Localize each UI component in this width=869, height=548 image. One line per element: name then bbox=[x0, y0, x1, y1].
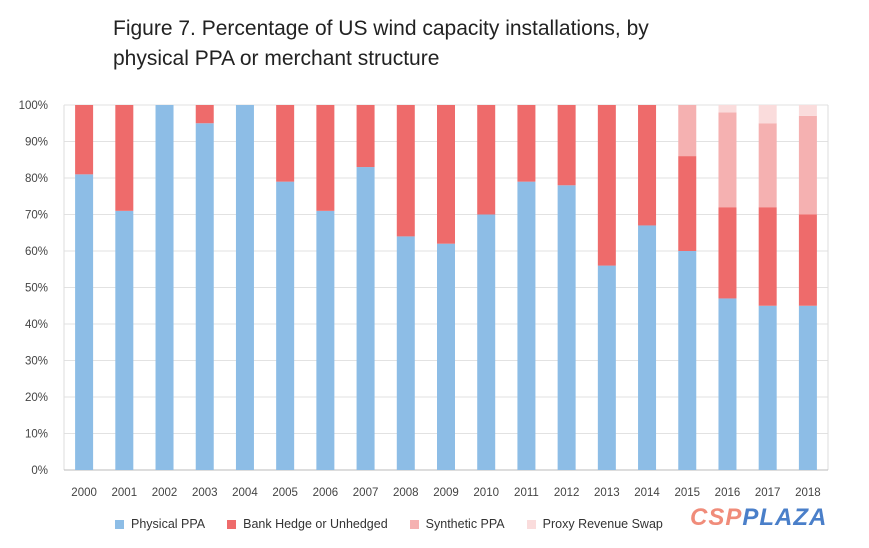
legend-item: Proxy Revenue Swap bbox=[526, 517, 663, 531]
bar-proxy-revenue-swap-2017 bbox=[758, 105, 777, 124]
bar-bank-hedge-or-unhedged-2007 bbox=[356, 105, 375, 168]
bar-bank-hedge-or-unhedged-2003 bbox=[195, 105, 214, 124]
y-tick-label: 10% bbox=[25, 429, 48, 441]
bar-physical-ppa-2016 bbox=[718, 298, 737, 470]
bar-proxy-revenue-swap-2016 bbox=[718, 105, 737, 113]
bar-physical-ppa-2012 bbox=[557, 185, 576, 471]
y-tick-label: 100% bbox=[19, 100, 48, 112]
bar-bank-hedge-or-unhedged-2005 bbox=[276, 105, 295, 182]
legend-label: Proxy Revenue Swap bbox=[542, 517, 663, 531]
bar-bank-hedge-or-unhedged-2009 bbox=[437, 105, 455, 244]
bar-synthetic-ppa-2016 bbox=[718, 112, 737, 208]
bar-bank-hedge-or-unhedged-2015 bbox=[678, 156, 697, 251]
bar-physical-ppa-2000 bbox=[75, 174, 94, 470]
legend-swatch bbox=[409, 519, 419, 529]
bar-physical-ppa-2001 bbox=[115, 210, 134, 470]
chart-title-line-1: Figure 7. Percentage of US wind capacity… bbox=[113, 17, 649, 40]
chart-legend: Physical PPA Bank Hedge or Unhedged Synthe… bbox=[115, 514, 685, 534]
bar-bank-hedge-or-unhedged-2014 bbox=[638, 105, 657, 226]
bar-physical-ppa-2014 bbox=[638, 225, 657, 470]
bar-physical-ppa-2002 bbox=[155, 105, 174, 470]
x-tick-label: 2017 bbox=[755, 487, 781, 499]
x-tick-label: 2011 bbox=[514, 487, 539, 499]
watermark-part-1: CSP bbox=[690, 504, 743, 531]
bar-physical-ppa-2015 bbox=[678, 251, 697, 470]
x-tick-label: 2009 bbox=[433, 487, 459, 499]
legend-swatch bbox=[526, 519, 536, 529]
x-tick-label: 2018 bbox=[795, 487, 821, 499]
bar-bank-hedge-or-unhedged-2000 bbox=[75, 105, 94, 175]
y-tick-label: 40% bbox=[25, 319, 48, 331]
legend-item: Physical PPA bbox=[115, 517, 205, 531]
x-tick-label: 2008 bbox=[393, 487, 419, 499]
x-tick-label: 2000 bbox=[71, 487, 97, 499]
legend-item: Bank Hedge or Unhedged bbox=[227, 517, 388, 531]
legend-label: Physical PPA bbox=[131, 517, 206, 531]
x-tick-label: 2015 bbox=[674, 487, 700, 499]
bar-physical-ppa-2003 bbox=[195, 123, 214, 470]
y-tick-label: 50% bbox=[25, 283, 48, 295]
legend-label: Bank Hedge or Unhedged bbox=[243, 517, 388, 531]
legend-label: Synthetic PPA bbox=[425, 517, 505, 531]
bar-physical-ppa-2004 bbox=[235, 105, 254, 470]
bar-physical-ppa-2008 bbox=[396, 236, 415, 470]
bar-physical-ppa-2009 bbox=[437, 243, 455, 470]
x-tick-label: 2001 bbox=[112, 487, 138, 499]
bar-bank-hedge-or-unhedged-2010 bbox=[477, 105, 496, 215]
legend-item: Synthetic PPA bbox=[409, 517, 505, 531]
bar-bank-hedge-or-unhedged-2008 bbox=[396, 105, 415, 237]
bar-physical-ppa-2005 bbox=[276, 181, 295, 470]
chart-title-line-2: physical PPA or merchant structure bbox=[113, 47, 440, 70]
x-tick-label: 2003 bbox=[192, 487, 218, 499]
x-tick-label: 2014 bbox=[634, 487, 660, 499]
bar-physical-ppa-2006 bbox=[316, 210, 335, 470]
bar-physical-ppa-2013 bbox=[597, 265, 616, 470]
y-tick-label: 90% bbox=[25, 137, 48, 149]
x-tick-label: 2007 bbox=[353, 487, 379, 499]
y-tick-label: 70% bbox=[25, 210, 48, 222]
bar-physical-ppa-2007 bbox=[356, 167, 375, 471]
bar-synthetic-ppa-2018 bbox=[798, 115, 817, 215]
legend-swatch bbox=[227, 519, 237, 529]
bar-bank-hedge-or-unhedged-2018 bbox=[798, 214, 817, 306]
bar-physical-ppa-2018 bbox=[798, 305, 817, 470]
bar-bank-hedge-or-unhedged-2012 bbox=[557, 105, 576, 186]
x-tick-label: 2002 bbox=[152, 487, 178, 499]
bar-bank-hedge-or-unhedged-2011 bbox=[517, 105, 536, 182]
chart-title: Figure 7. Percentage of US wind capacity… bbox=[113, 14, 813, 74]
x-tick-label: 2004 bbox=[232, 487, 258, 499]
y-tick-label: 80% bbox=[25, 173, 48, 185]
legend-swatch bbox=[115, 519, 124, 529]
bar-bank-hedge-or-unhedged-2013 bbox=[597, 105, 616, 266]
watermark-part-2: PLAZA bbox=[742, 504, 828, 531]
y-tick-label: 20% bbox=[25, 392, 48, 404]
bar-synthetic-ppa-2015 bbox=[678, 105, 697, 157]
bar-bank-hedge-or-unhedged-2001 bbox=[115, 105, 134, 211]
x-tick-label: 2016 bbox=[715, 487, 741, 499]
bar-synthetic-ppa-2017 bbox=[758, 123, 777, 208]
x-tick-label: 2005 bbox=[272, 487, 298, 499]
x-tick-label: 2010 bbox=[473, 487, 499, 499]
x-tick-label: 2013 bbox=[594, 487, 620, 499]
x-tick-label: 2012 bbox=[554, 487, 580, 499]
y-tick-label: 0% bbox=[31, 465, 48, 477]
csp-plaza-watermark: CSPPLAZA bbox=[690, 504, 827, 532]
y-tick-label: 30% bbox=[25, 356, 48, 368]
bar-bank-hedge-or-unhedged-2006 bbox=[316, 105, 335, 211]
x-tick-label: 2006 bbox=[313, 487, 339, 499]
bar-bank-hedge-or-unhedged-2016 bbox=[718, 207, 737, 299]
bar-physical-ppa-2010 bbox=[477, 214, 496, 470]
bar-proxy-revenue-swap-2018 bbox=[798, 105, 817, 116]
bar-bank-hedge-or-unhedged-2017 bbox=[758, 207, 777, 306]
y-tick-label: 60% bbox=[25, 246, 48, 258]
bar-physical-ppa-2011 bbox=[517, 181, 536, 470]
bar-physical-ppa-2017 bbox=[758, 305, 777, 470]
